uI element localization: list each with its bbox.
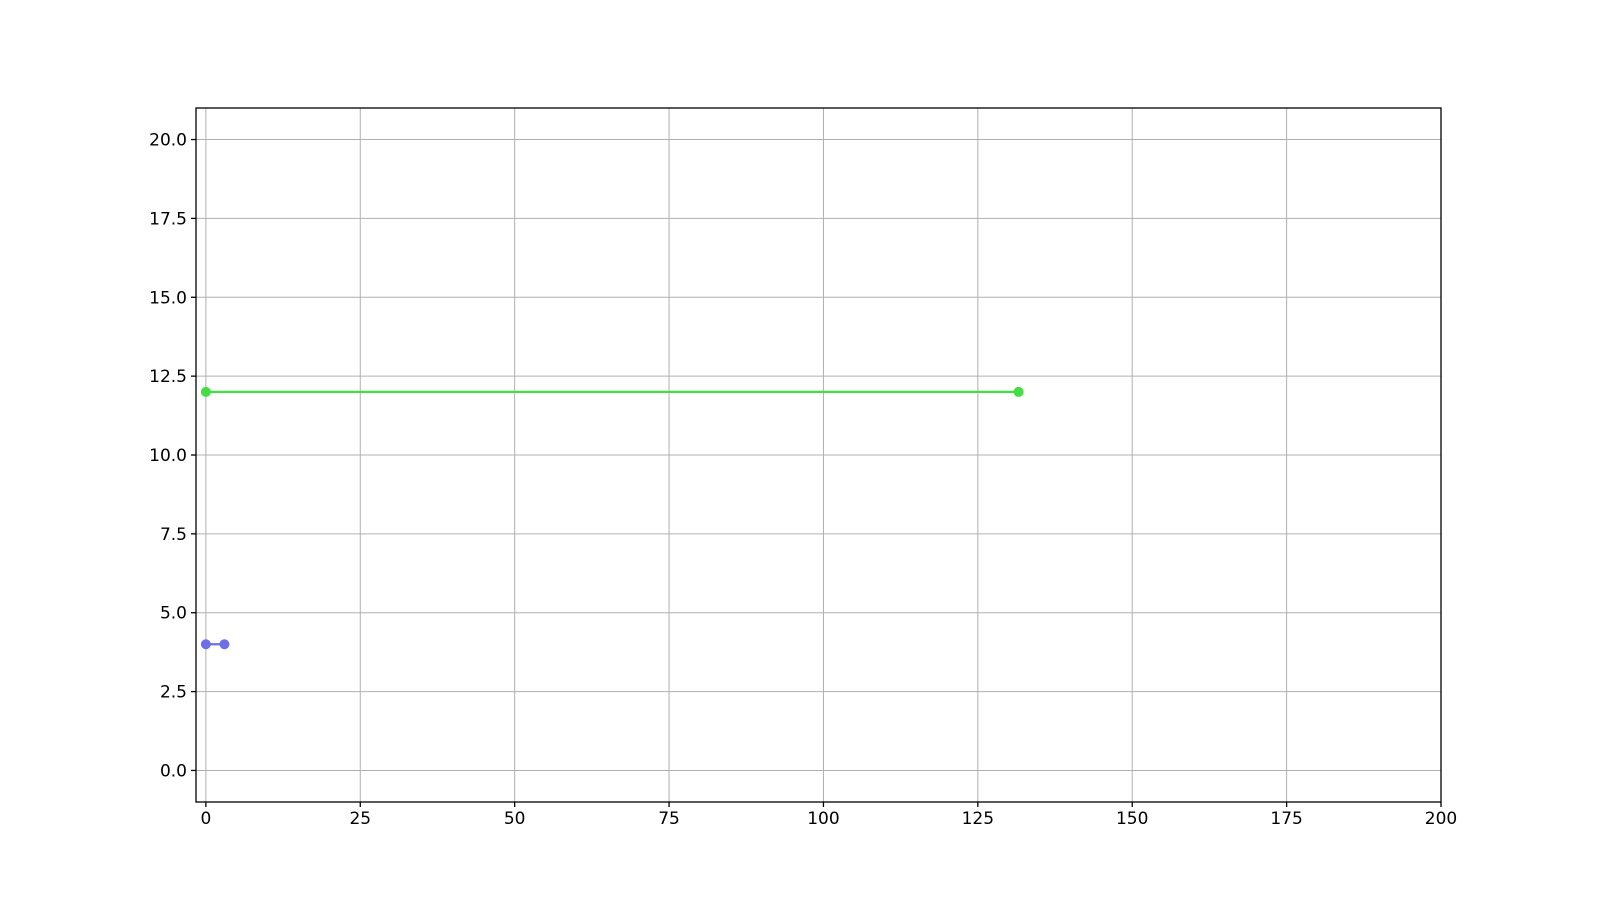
green-segment-marker [1013, 386, 1024, 397]
x-tick-label: 150 [1116, 809, 1148, 829]
y-tick-label: 15.0 [149, 288, 187, 308]
y-tick-label: 12.5 [149, 367, 187, 387]
x-tick-label: 50 [504, 809, 526, 829]
green-segment-marker [200, 386, 211, 397]
blue-segment-marker [200, 639, 211, 650]
x-tick-label: 25 [349, 809, 371, 829]
y-tick-label: 17.5 [149, 209, 187, 229]
y-tick-label: 0.0 [160, 761, 187, 781]
blue-segment-marker [219, 639, 230, 650]
y-tick-label: 10.0 [149, 446, 187, 466]
y-tick-label: 7.5 [160, 525, 187, 545]
x-tick-label: 0 [200, 809, 211, 829]
x-tick-label: 200 [1425, 809, 1457, 829]
x-tick-label: 75 [658, 809, 680, 829]
y-tick-label: 20.0 [149, 131, 187, 151]
y-tick-label: 2.5 [160, 683, 187, 703]
x-tick-label: 125 [962, 809, 994, 829]
x-tick-label: 100 [807, 809, 839, 829]
y-tick-label: 5.0 [160, 604, 187, 624]
x-tick-label: 175 [1270, 809, 1302, 829]
